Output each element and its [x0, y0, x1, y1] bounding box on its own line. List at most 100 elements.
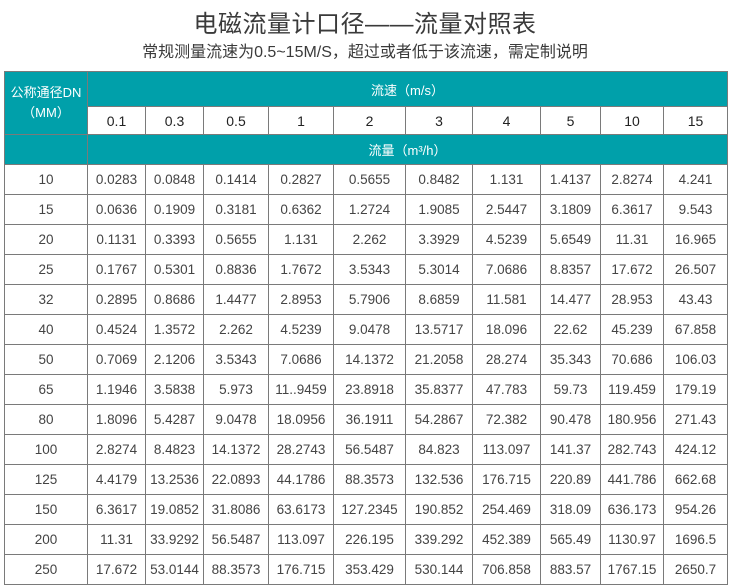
- flow-cell: 254.469: [472, 494, 541, 525]
- flow-cell: 706.858: [472, 554, 541, 585]
- flow-cell: 18.0956: [268, 404, 334, 435]
- flow-cell: 954.26: [662, 494, 729, 525]
- dn-cell: 20: [4, 224, 88, 255]
- flow-cell: 17.672: [600, 254, 664, 285]
- table-row: 50 0.7069 2.1206 3.5343 7.0686 14.1372 21.2058…: [4, 344, 729, 375]
- flow-cell: 0.1131: [87, 224, 146, 255]
- flow-cell: 13.2536: [145, 464, 204, 495]
- flow-cell: 4.5239: [472, 224, 541, 255]
- flow-cell: 11.31: [600, 224, 664, 255]
- flow-cell: 0.0848: [145, 164, 204, 195]
- flow-cell: 176.715: [472, 464, 541, 495]
- flow-cell: 0.2895: [87, 284, 146, 315]
- dn-header-blank: [4, 134, 88, 165]
- flow-cell: 5.973: [203, 374, 269, 405]
- flow-cell: 0.2827: [268, 164, 334, 195]
- page-title: 电磁流量计口径——流量对照表: [193, 11, 537, 38]
- table-row: 20 0.1131 0.3393 0.5655 1.131 2.262 3.3929 4.52…: [4, 224, 729, 255]
- flow-cell: 3.3929: [405, 224, 473, 255]
- dn-cell: 10: [4, 164, 88, 195]
- flow-cell: 0.4524: [87, 314, 146, 345]
- flow-cell: 45.239: [600, 314, 664, 345]
- flow-cell: 0.5655: [333, 164, 406, 195]
- flow-cell: 141.37: [540, 434, 601, 465]
- flow-cell: 43.43: [662, 284, 729, 315]
- flow-cell: 0.6362: [268, 194, 334, 225]
- flow-cell: 22.62: [540, 314, 601, 345]
- flow-cell: 47.783: [472, 374, 541, 405]
- dn-cell: 250: [4, 554, 88, 585]
- flow-cell: 72.382: [472, 404, 541, 435]
- flow-cell: 662.68: [662, 464, 729, 495]
- flow-cell: 1.9085: [405, 194, 473, 225]
- flow-cell: 7.0686: [472, 254, 541, 285]
- dn-cell: 150: [4, 494, 88, 525]
- flow-cell: 2.8274: [600, 164, 664, 195]
- flow-cell: 56.5487: [333, 434, 406, 465]
- velocity-value: 5: [540, 106, 601, 135]
- flow-cell: 14.1372: [203, 434, 269, 465]
- dn-cell: 100: [4, 434, 88, 465]
- flow-cell: 84.823: [405, 434, 473, 465]
- flow-cell: 11.31: [87, 524, 146, 555]
- velocity-value: 0.5: [203, 106, 269, 135]
- flow-cell: 8.8357: [540, 254, 601, 285]
- flow-cell: 0.0283: [87, 164, 146, 195]
- flow-cell: 35.8377: [405, 374, 473, 405]
- flow-cell: 67.858: [662, 314, 729, 345]
- flow-cell: 113.097: [268, 524, 334, 555]
- flow-cell: 106.03: [662, 344, 729, 375]
- flow-cell: 119.459: [600, 374, 664, 405]
- flow-cell: 23.8918: [333, 374, 406, 405]
- flow-cell: 0.8686: [145, 284, 204, 315]
- velocity-value: 1: [268, 106, 334, 135]
- flow-cell: 13.5717: [405, 314, 473, 345]
- flow-cell: 132.536: [405, 464, 473, 495]
- flow-cell: 1.131: [472, 164, 541, 195]
- velocity-value: 4: [472, 106, 541, 135]
- flow-cell: 1.3572: [145, 314, 204, 345]
- velocity-value: 3: [405, 106, 473, 135]
- dn-cell: 15: [4, 194, 88, 225]
- table-row: 125 4.4179 13.2536 22.0893 44.1786 88.3573 132…: [4, 464, 729, 495]
- flow-cell: 33.9292: [145, 524, 204, 555]
- flow-cell: 6.3617: [600, 194, 664, 225]
- flow-cell: 14.1372: [333, 344, 406, 375]
- flow-cell: 28.274: [472, 344, 541, 375]
- flow-cell: 44.1786: [268, 464, 334, 495]
- table-row: 65 1.1946 3.5838 5.973 11..9459 23.8918 35.837…: [4, 374, 729, 405]
- flow-cell: 1.8096: [87, 404, 146, 435]
- flow-cell: 11.581: [472, 284, 541, 315]
- dn-cell: 32: [4, 284, 88, 315]
- dn-cell: 200: [4, 524, 88, 555]
- flow-cell: 0.1909: [145, 194, 204, 225]
- flow-cell: 56.5487: [203, 524, 269, 555]
- flow-cell: 1.2724: [333, 194, 406, 225]
- flow-cell: 0.5301: [145, 254, 204, 285]
- flow-cell: 636.173: [600, 494, 664, 525]
- velocity-value: 10: [600, 106, 664, 135]
- flow-cell: 0.3393: [145, 224, 204, 255]
- flow-cell: 11..9459: [268, 374, 334, 405]
- flow-cell: 2650.7: [662, 554, 729, 585]
- flow-cell: 9.0478: [203, 404, 269, 435]
- header-row-velocity: 公称通径DN （MM） 流速（m/s）: [4, 71, 729, 135]
- flow-cell: 36.1911: [333, 404, 406, 435]
- flow-cell: 22.0893: [203, 464, 269, 495]
- table-row: 200 11.31 33.9292 56.5487 113.097 226.195 339.…: [4, 524, 729, 555]
- dn-header-line1: 公称通径DN: [10, 85, 82, 100]
- flow-cell: 318.09: [540, 494, 601, 525]
- flow-cell: 339.292: [405, 524, 473, 555]
- flow-cell: 53.0144: [145, 554, 204, 585]
- flow-cell: 883.57: [540, 554, 601, 585]
- flow-cell: 35.343: [540, 344, 601, 375]
- flow-cell: 3.5343: [333, 254, 406, 285]
- flow-cell: 2.262: [203, 314, 269, 345]
- flow-cell: 2.1206: [145, 344, 204, 375]
- table-row: 100 2.8274 8.4823 14.1372 28.2743 56.5487 84.8…: [4, 434, 729, 465]
- table-row: 250 17.672 53.0144 88.3573 176.715 353.429 530…: [4, 554, 729, 585]
- dn-header-line2: （MM）: [22, 105, 70, 120]
- velocity-value: 0.3: [145, 106, 204, 135]
- table-row: 15 0.0636 0.1909 0.3181 0.6362 1.2724 1.9085 2.…: [4, 194, 729, 225]
- flow-cell: 16.965: [662, 224, 729, 255]
